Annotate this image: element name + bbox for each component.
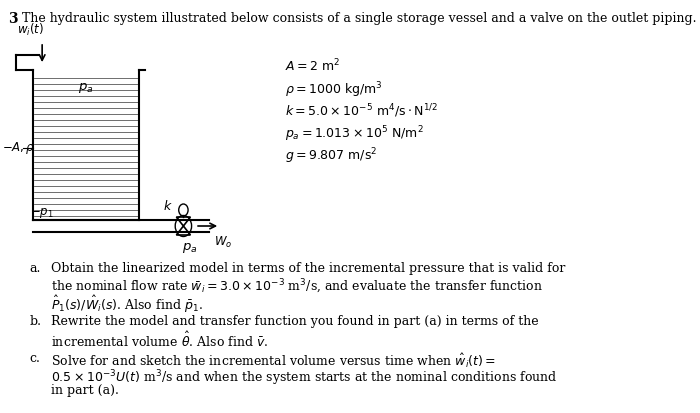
Text: a.: a. [29, 262, 41, 275]
Text: the nominal flow rate $\bar{w}_i = 3.0 \times 10^{-3}$ m$^3$/s, and evaluate the: the nominal flow rate $\bar{w}_i = 3.0 \… [50, 278, 542, 296]
Text: in part (a).: in part (a). [50, 384, 118, 397]
Text: $p_a = 1.013 \times 10^5\ \mathrm{N/m}^2$: $p_a = 1.013 \times 10^5\ \mathrm{N/m}^2… [285, 124, 424, 144]
Text: $-A, \rho$: $-A, \rho$ [1, 140, 35, 156]
Text: 3: 3 [8, 12, 18, 26]
Text: $p_a$: $p_a$ [182, 241, 197, 255]
Text: Rewrite the model and transfer function you found in part (a) in terms of the: Rewrite the model and transfer function … [50, 315, 538, 328]
Text: $g = 9.807\ \mathrm{m/s}^2$: $g = 9.807\ \mathrm{m/s}^2$ [285, 146, 377, 166]
Text: $w_i(t)$: $w_i(t)$ [18, 22, 44, 38]
Text: $A = 2\ \mathrm{m}^2$: $A = 2\ \mathrm{m}^2$ [285, 58, 340, 75]
Text: $k$: $k$ [163, 199, 172, 213]
Text: incremental volume $\hat{\theta}$. Also find $\bar{v}$.: incremental volume $\hat{\theta}$. Also … [50, 331, 268, 350]
Text: $-p_1$: $-p_1$ [30, 206, 54, 220]
Text: c.: c. [29, 352, 41, 365]
Text: Obtain the linearized model in terms of the incremental pressure that is valid f: Obtain the linearized model in terms of … [50, 262, 565, 275]
Text: $k = 5.0 \times 10^{-5}\ \mathrm{m}^4/\mathrm{s} \cdot \mathrm{N}^{1/2}$: $k = 5.0 \times 10^{-5}\ \mathrm{m}^4/\m… [285, 102, 438, 120]
Text: Solve for and sketch the incremental volume versus time when $\hat{w}_i(t) =$: Solve for and sketch the incremental vol… [50, 352, 496, 370]
Text: $W_o$: $W_o$ [214, 235, 232, 249]
Text: $\hat{P}_1(s)/\hat{W}_i(s)$. Also find $\bar{p}_1$.: $\hat{P}_1(s)/\hat{W}_i(s)$. Also find $… [50, 294, 202, 315]
Text: $p_a$: $p_a$ [78, 81, 94, 95]
Text: b.: b. [29, 315, 42, 328]
Text: $\rho = 1000\ \mathrm{kg/m}^3$: $\rho = 1000\ \mathrm{kg/m}^3$ [285, 80, 383, 100]
Text: The hydraulic system illustrated below consists of a single storage vessel and a: The hydraulic system illustrated below c… [22, 12, 696, 25]
Text: $0.5 \times 10^{-3}U(t)$ m$^3$/s and when the system starts at the nominal condi: $0.5 \times 10^{-3}U(t)$ m$^3$/s and whe… [50, 368, 557, 387]
